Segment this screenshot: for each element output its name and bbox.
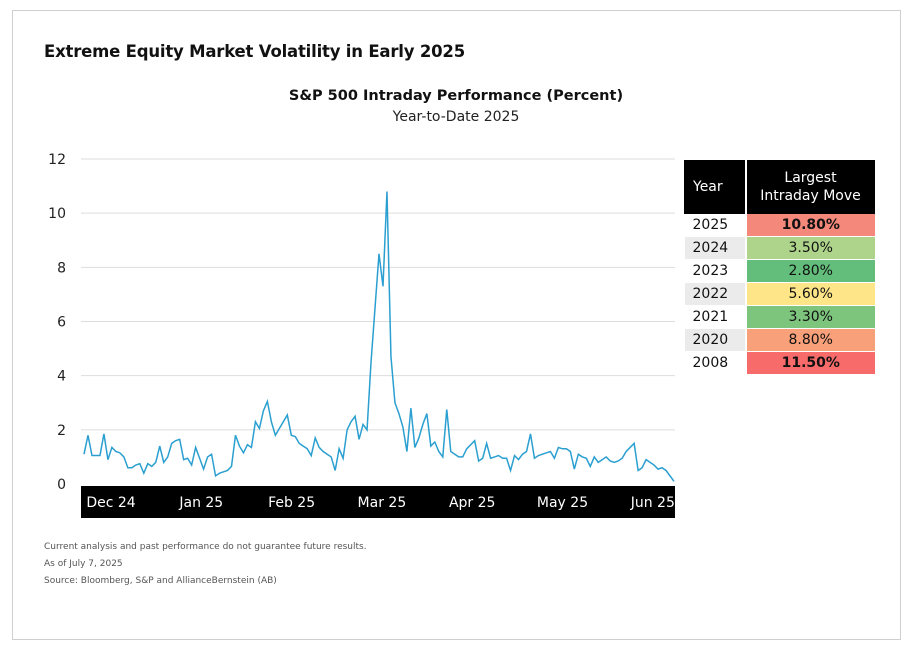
x-axis-ticks: Dec 24 Jan 25 Feb 25 Mar 25 Apr 25 May 25 Jun … — [86, 495, 675, 511]
table-cell-year: 2024 — [684, 236, 746, 260]
table-cell-year: 2025 — [684, 213, 746, 237]
x-tick-label: May 25 — [537, 495, 588, 511]
disclaimer-text: Current analysis and past performance do… — [44, 542, 367, 552]
table-header-move: Largest Intraday Move — [745, 160, 875, 214]
table-cell-year: 2021 — [684, 305, 746, 329]
table-cell-year: 2023 — [684, 259, 746, 283]
table-cell-value: 3.30% — [745, 305, 875, 329]
chart-title: S&P 500 Intraday Performance (Percent) — [288, 88, 624, 104]
y-tick-label: 2 — [57, 423, 66, 439]
table-cell-value: 8.80% — [745, 328, 875, 352]
y-tick-label: 12 — [48, 152, 66, 168]
y-tick-label: 4 — [57, 369, 66, 385]
table-row: 2023 2.80% — [684, 259, 875, 283]
chart-subtitle: Year-to-Date 2025 — [392, 109, 520, 125]
table-header-year: Year — [684, 160, 747, 214]
page-title: Extreme Equity Market Volatility in Earl… — [44, 42, 465, 61]
table-row: 2020 8.80% — [684, 328, 875, 352]
table-row: 2025 10.80% — [684, 213, 875, 237]
table-cell-year: 2008 — [684, 351, 746, 375]
series-line — [83, 191, 675, 482]
x-tick-label: Apr 25 — [449, 495, 495, 511]
table-cell-value: 10.80% — [745, 213, 875, 237]
table-row: 2024 3.50% — [684, 236, 875, 260]
y-axis-ticks: 0 2 4 6 8 10 12 — [48, 152, 66, 493]
table-cell-value: 3.50% — [745, 236, 875, 260]
x-axis-band — [81, 486, 675, 518]
table-cell-year: 2022 — [684, 282, 746, 306]
x-tick-label: Feb 25 — [268, 495, 315, 511]
table-row: 2021 3.30% — [684, 305, 875, 329]
table-row: 2008 11.50% — [684, 351, 875, 375]
as-of-date: As of July 7, 2025 — [44, 559, 123, 569]
x-tick-label: Jun 25 — [630, 495, 675, 511]
largest-intraday-move-table: Year Largest Intraday Move 2025 10.80% 202… — [684, 160, 875, 375]
table-row: 2022 5.60% — [684, 282, 875, 306]
table-cell-value: 5.60% — [745, 282, 875, 306]
x-tick-label: Dec 24 — [86, 495, 135, 511]
x-tick-label: Mar 25 — [358, 495, 407, 511]
y-tick-label: 10 — [48, 206, 66, 222]
y-tick-label: 0 — [57, 477, 66, 493]
table-header-move-line2: Intraday Move — [760, 188, 861, 204]
gridlines — [81, 158, 675, 431]
table-cell-value: 11.50% — [745, 351, 875, 375]
y-tick-label: 6 — [57, 315, 66, 331]
table-header-move-line1: Largest — [784, 170, 837, 186]
x-tick-label: Jan 25 — [178, 495, 223, 511]
y-tick-label: 8 — [57, 260, 66, 276]
source-text: Source: Bloomberg, S&P and AllianceBerns… — [44, 576, 277, 586]
table-cell-year: 2020 — [684, 328, 746, 352]
table-cell-value: 2.80% — [745, 259, 875, 283]
